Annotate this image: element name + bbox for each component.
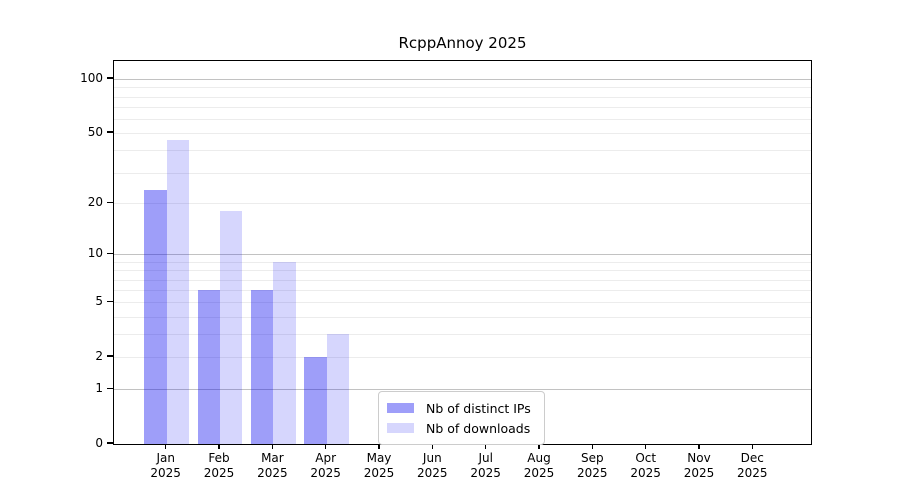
x-tick-label: Sep 2025 (564, 451, 620, 481)
gridline (114, 254, 811, 256)
x-tick (431, 444, 433, 450)
legend-row: Nb of distinct IPs (387, 398, 536, 418)
x-tick-label-year: 2025 (257, 466, 288, 480)
x-tick-label-year: 2025 (150, 466, 181, 480)
x-tick (271, 444, 274, 450)
x-tick-label: Apr 2025 (298, 451, 354, 481)
gridline (114, 316, 811, 318)
gridline (114, 203, 811, 205)
y-tick (107, 131, 113, 133)
x-tick (538, 444, 540, 450)
legend-swatch-downloads (387, 423, 414, 433)
x-tick-label-year: 2025 (363, 466, 395, 480)
x-tick-label: Oct 2025 (618, 451, 674, 481)
gridline (114, 133, 811, 135)
x-tick-label-year: 2025 (203, 466, 235, 480)
bar-distinct-ips (251, 290, 274, 444)
x-tick-label: Dec 2025 (724, 451, 780, 481)
gridline (114, 389, 811, 391)
y-tick (107, 442, 113, 444)
y-tick (107, 387, 113, 389)
x-tick-label-year: 2025 (470, 466, 501, 480)
gridline (114, 334, 811, 336)
bar-downloads (326, 334, 350, 444)
gridline (114, 87, 811, 89)
bar-distinct-ips (304, 357, 327, 444)
gridline (114, 279, 811, 281)
gridline (114, 172, 811, 174)
y-tick (107, 355, 113, 357)
gridline (114, 96, 811, 98)
x-tick (378, 444, 380, 450)
legend-label-downloads: Nb of downloads (426, 420, 531, 436)
x-tick-label: May 2025 (351, 451, 407, 481)
legend: Nb of distinct IPs Nb of downloads (378, 391, 545, 445)
x-tick-label: Jul 2025 (458, 451, 514, 481)
x-tick-label-year: 2025 (630, 466, 661, 480)
plot-area (113, 60, 812, 445)
x-tick-label: Mar 2025 (244, 451, 300, 481)
y-tick-label: 100 (80, 71, 103, 86)
x-tick-label: Nov 2025 (671, 451, 727, 481)
gridline (114, 270, 811, 272)
x-tick-label-year: 2025 (577, 466, 608, 480)
y-tick-label: 50 (87, 125, 103, 140)
x-tick (591, 444, 593, 450)
x-tick-label: Jan 2025 (138, 451, 194, 481)
x-tick-label-year: 2025 (737, 466, 768, 480)
bar-downloads (166, 139, 190, 444)
gridline (114, 107, 811, 108)
bar-downloads (220, 211, 243, 444)
x-tick (698, 444, 700, 450)
legend-row: Nb of downloads (387, 418, 536, 438)
y-tick (107, 201, 113, 203)
gridline (114, 261, 811, 263)
x-tick (165, 444, 167, 450)
x-tick-label: Jun 2025 (404, 451, 460, 481)
y-tick-label: 5 (95, 294, 103, 309)
y-tick-label: 0 (95, 436, 103, 450)
gridline (114, 290, 811, 292)
x-tick-label: Aug 2025 (511, 451, 567, 481)
gridline (114, 150, 811, 152)
legend-swatch-distinct-ips (387, 403, 414, 413)
x-tick (218, 444, 220, 450)
y-tick-label: 10 (87, 246, 103, 261)
gridline (114, 302, 811, 304)
x-tick (325, 444, 327, 450)
gridline (114, 79, 811, 81)
x-tick (645, 444, 647, 450)
x-tick-label-year: 2025 (683, 466, 715, 480)
x-tick-label-year: 2025 (310, 466, 341, 480)
y-tick-label: 1 (95, 381, 103, 396)
y-tick (107, 252, 113, 255)
bar-distinct-ips (197, 290, 220, 444)
y-tick (107, 300, 113, 302)
gridline (114, 357, 811, 359)
gridline (114, 119, 811, 120)
x-tick (751, 444, 753, 450)
y-tick-label: 2 (95, 349, 103, 364)
legend-label-distinct-ips: Nb of distinct IPs (426, 400, 531, 416)
x-tick-label-year: 2025 (523, 466, 555, 480)
x-tick-label: Feb 2025 (191, 451, 247, 481)
bar-distinct-ips (144, 189, 167, 444)
x-tick (485, 444, 487, 450)
x-tick-label-year: 2025 (417, 466, 448, 480)
y-tick-label: 20 (87, 195, 103, 210)
y-tick (107, 77, 113, 79)
bar-downloads (273, 261, 296, 444)
chart-title: RcppAnnoy 2025 (398, 34, 527, 52)
